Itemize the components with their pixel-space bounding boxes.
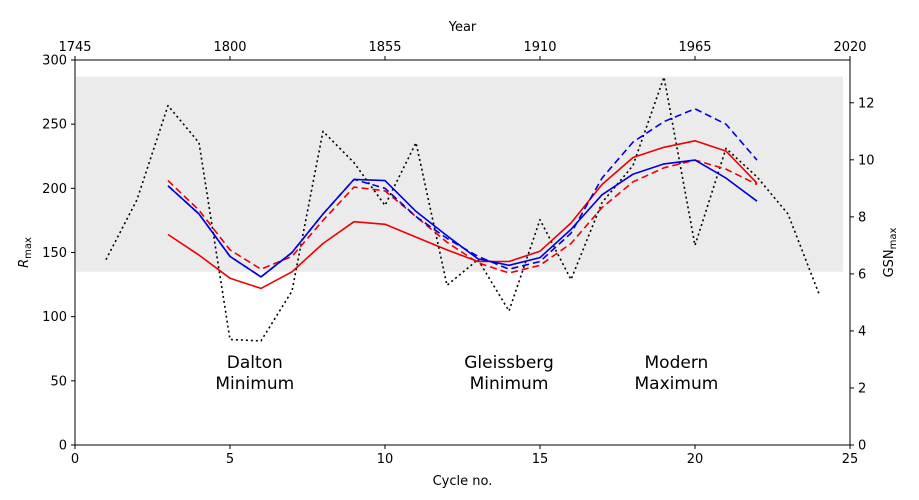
series-line-1 bbox=[105, 76, 820, 342]
y-right-tick-label: 4 bbox=[858, 324, 866, 339]
top-axis-label: Year bbox=[448, 20, 477, 35]
top-tick-label: 1855 bbox=[368, 40, 401, 55]
y-right-label-sub: max bbox=[888, 227, 899, 249]
shaded-band bbox=[76, 76, 843, 272]
x-tick-label: 10 bbox=[377, 452, 394, 467]
y-axis-left-label: Rmax bbox=[17, 237, 34, 268]
y-right-tick-label: 8 bbox=[858, 210, 866, 225]
x-tick-label: 25 bbox=[842, 452, 859, 467]
series-line-3 bbox=[167, 159, 758, 274]
x-axis-label: Cycle no. bbox=[433, 474, 493, 489]
x-tick-label: 0 bbox=[71, 452, 79, 467]
y-left-tick-label: 50 bbox=[50, 374, 67, 389]
y-left-label-main: R bbox=[17, 259, 32, 268]
annotation-text: Dalton bbox=[227, 353, 283, 373]
x-tick-label: 5 bbox=[226, 452, 234, 467]
top-tick-label: 1910 bbox=[523, 40, 556, 55]
annotation-text: Minimum bbox=[470, 374, 549, 394]
annotation-text: Maximum bbox=[635, 374, 719, 394]
annotation-text: Gleissberg bbox=[464, 353, 554, 373]
y-left-tick-label: 100 bbox=[42, 310, 67, 325]
y-left-tick-label: 250 bbox=[42, 118, 67, 133]
x-tick-label: 15 bbox=[532, 452, 549, 467]
y-left-tick-label: 150 bbox=[42, 246, 67, 261]
y-left-label-sub: max bbox=[23, 237, 34, 259]
y-right-tick-label: 12 bbox=[858, 96, 875, 111]
top-tick-label: 1965 bbox=[678, 40, 711, 55]
y-left-tick-label: 0 bbox=[59, 439, 67, 454]
annotations-layer: DaltonMinimumGleissbergMinimumModernMaxi… bbox=[215, 353, 718, 394]
top-tick-label: 1745 bbox=[58, 40, 91, 55]
y-right-tick-label: 10 bbox=[858, 153, 875, 168]
top-tick-label: 2020 bbox=[833, 40, 866, 55]
y-right-label-main: GSN bbox=[882, 249, 897, 277]
annotation-text: Modern bbox=[645, 353, 709, 373]
y-left-tick-label: 200 bbox=[42, 182, 67, 197]
top-tick-label: 1800 bbox=[213, 40, 246, 55]
annotation-text: Minimum bbox=[215, 374, 294, 394]
x-tick-label: 20 bbox=[687, 452, 704, 467]
series-layer bbox=[105, 76, 820, 342]
y-left-tick-label: 300 bbox=[42, 54, 67, 69]
series-line-2 bbox=[167, 140, 758, 290]
y-right-tick-label: 6 bbox=[858, 267, 866, 282]
y-axis-right-label: GSNmax bbox=[882, 227, 899, 277]
y-right-tick-label: 2 bbox=[858, 381, 866, 396]
y-right-tick-label: 0 bbox=[858, 439, 866, 454]
series-line-5 bbox=[167, 108, 758, 278]
